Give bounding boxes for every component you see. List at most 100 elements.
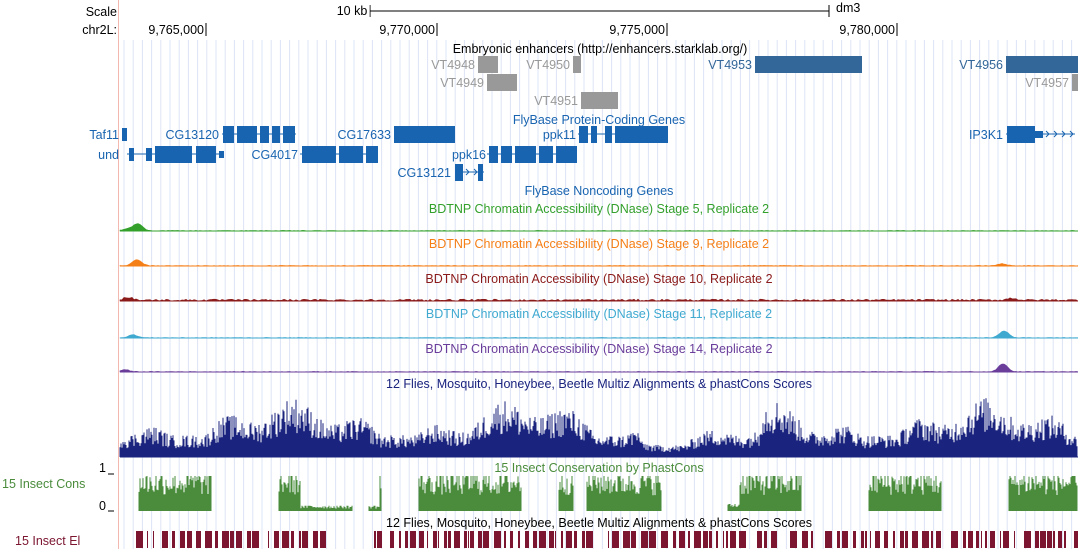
gene-cg4017-exon[interactable] bbox=[339, 146, 363, 163]
ip3k1-arrows bbox=[465, 130, 1074, 176]
gene-label-ip3k1[interactable]: IP3K1 bbox=[968, 128, 1003, 142]
ruler-position: 9,775,000 bbox=[609, 23, 665, 37]
conserved-element bbox=[187, 531, 192, 548]
genes-track-title[interactable]: FlyBase Protein-Coding Genes bbox=[512, 113, 686, 127]
enhancer-label[interactable]: VT4957 bbox=[1025, 76, 1069, 90]
enhancer-label[interactable]: VT4948 bbox=[431, 58, 475, 72]
gene-und-exon[interactable] bbox=[146, 148, 152, 161]
enhancer-vt4950[interactable] bbox=[573, 56, 581, 73]
gene-cg4017-exon[interactable] bbox=[366, 146, 378, 163]
scale-bar-label: 10 kb bbox=[334, 4, 370, 18]
conserved-element bbox=[1047, 531, 1052, 548]
gene-ppk11-exon[interactable] bbox=[605, 126, 612, 143]
ruler-position: 9,770,000 bbox=[379, 23, 435, 37]
gene-ip3k1-utr[interactable] bbox=[1035, 131, 1043, 138]
gene-ppk11-exon[interactable] bbox=[579, 126, 588, 143]
gene-cg13120-exon[interactable] bbox=[223, 126, 234, 143]
gene-cg13121-exon[interactable] bbox=[455, 164, 463, 181]
dnase-signal bbox=[119, 259, 1078, 267]
dnase-stage11-title[interactable]: BDTNP Chromatin Accessibility (DNase) St… bbox=[425, 307, 773, 321]
gene-label-taf11[interactable]: Taf11 bbox=[89, 128, 119, 142]
conserved-element bbox=[464, 531, 467, 548]
conserved-element bbox=[504, 531, 506, 548]
gene-cg13120-exon[interactable] bbox=[237, 126, 257, 143]
gene-label-cg13121[interactable]: CG13121 bbox=[397, 166, 451, 180]
gene-und-exon[interactable] bbox=[155, 146, 192, 163]
conserved-element bbox=[790, 531, 797, 548]
gene-cg13120-exon[interactable] bbox=[283, 126, 295, 143]
dnase-stage10-title[interactable]: BDTNP Chromatin Accessibility (DNase) St… bbox=[425, 272, 773, 286]
dnase-stage9-title[interactable]: BDTNP Chromatin Accessibility (DNase) St… bbox=[428, 237, 770, 251]
gene-ppk16-exon[interactable] bbox=[501, 146, 512, 163]
enhancer-label[interactable]: VT4956 bbox=[959, 58, 1003, 72]
gene-taf11[interactable] bbox=[122, 128, 127, 141]
gene-cg4017-exon[interactable] bbox=[302, 146, 336, 163]
gene-label-cg4017[interactable]: CG4017 bbox=[251, 148, 298, 162]
phastcons-track-title[interactable]: 15 Insect Conservation by PhastCons bbox=[494, 461, 704, 475]
gene-und-exon[interactable] bbox=[129, 148, 134, 161]
conserved-element bbox=[222, 531, 229, 548]
gene-label-ppk16[interactable]: ppk16 bbox=[451, 148, 486, 162]
gene-label-cg13120[interactable]: CG13120 bbox=[165, 128, 219, 142]
gene-ppk11-exon[interactable] bbox=[591, 126, 597, 143]
conserved-element bbox=[694, 531, 701, 548]
gene-ip3k1-exon[interactable] bbox=[1007, 126, 1035, 143]
conserved-element bbox=[709, 531, 712, 548]
enhancer-vt4948[interactable] bbox=[478, 56, 498, 73]
ruler-position: 9,765,000 bbox=[148, 23, 204, 37]
gene-label-und[interactable]: und bbox=[98, 148, 119, 162]
elements-side-label[interactable]: 15 Insect El bbox=[15, 534, 81, 548]
conserved-element bbox=[661, 531, 668, 548]
gene-label-ppk11[interactable]: ppk11 bbox=[542, 128, 576, 142]
gene-cg17633[interactable] bbox=[394, 126, 455, 143]
enhancer-label[interactable]: VT4951 bbox=[534, 94, 578, 108]
enhancer-label[interactable]: VT4949 bbox=[440, 76, 484, 90]
enhancer-vt4953[interactable] bbox=[755, 56, 862, 73]
conserved-element bbox=[299, 531, 301, 548]
enhancer-vt4949[interactable] bbox=[487, 74, 517, 91]
dnase-stage14-title[interactable]: BDTNP Chromatin Accessibility (DNase) St… bbox=[425, 342, 773, 356]
dnase-signal bbox=[119, 363, 1078, 373]
conserved-element bbox=[448, 531, 451, 548]
noncoding-track-title[interactable]: FlyBase Noncoding Genes bbox=[524, 184, 674, 198]
dnase-signal bbox=[119, 297, 1078, 302]
gene-und-exon[interactable] bbox=[196, 146, 216, 163]
enhancer-label[interactable]: VT4950 bbox=[526, 58, 570, 72]
gene-cg13121-exon[interactable] bbox=[478, 164, 483, 181]
conserved-element bbox=[631, 531, 636, 548]
conserved-element bbox=[936, 531, 941, 548]
phastcons-ymax-label: 1 bbox=[99, 461, 106, 475]
conserved-element bbox=[433, 531, 437, 548]
gene-ppk16-exon[interactable] bbox=[556, 146, 577, 163]
enhancer-label[interactable]: VT4953 bbox=[708, 58, 752, 72]
conserved-element bbox=[1003, 531, 1009, 548]
conserved-element bbox=[688, 531, 690, 548]
dnase-signal-tracks bbox=[119, 223, 1078, 373]
enhancer-vt4956[interactable] bbox=[1006, 56, 1078, 73]
gene-cg13120-exon[interactable] bbox=[272, 126, 280, 143]
conserved-element bbox=[162, 531, 168, 548]
conserved-element bbox=[561, 531, 563, 548]
conserved-element bbox=[990, 531, 995, 548]
gene-und-exon[interactable] bbox=[219, 151, 224, 158]
gene-ppk16-exon[interactable] bbox=[539, 146, 553, 163]
gene-ppk16-exon[interactable] bbox=[489, 146, 498, 163]
dnase-stage5-title[interactable]: BDTNP Chromatin Accessibility (DNase) St… bbox=[428, 202, 770, 216]
vertical-guide-lines bbox=[123, 40, 1073, 549]
conserved-element bbox=[968, 531, 973, 548]
enhancers-track-title[interactable]: Embryonic enhancers (http://enhancers.st… bbox=[452, 42, 748, 56]
phastcons-side-label[interactable]: 15 Insect Cons bbox=[2, 477, 86, 491]
gene-ppk16-exon[interactable] bbox=[515, 146, 536, 163]
multiz-track-title[interactable]: 12 Flies, Mosquito, Honeybee, Beetle Mul… bbox=[386, 377, 812, 391]
gene-cg13120-exon[interactable] bbox=[260, 126, 269, 143]
gene-label-cg17633[interactable]: CG17633 bbox=[337, 128, 391, 142]
conserved-element bbox=[976, 531, 979, 548]
gene-ppk11-exon[interactable] bbox=[615, 126, 668, 143]
elements-track-title[interactable]: 12 Flies, Mosquito, Honeybee, Beetle Mul… bbox=[386, 516, 812, 530]
scale-label: Scale bbox=[85, 5, 117, 19]
enhancer-vt4957[interactable] bbox=[1072, 74, 1078, 91]
conserved-element bbox=[726, 531, 728, 548]
conserved-element bbox=[427, 531, 428, 548]
enhancer-vt4951[interactable] bbox=[581, 92, 618, 109]
